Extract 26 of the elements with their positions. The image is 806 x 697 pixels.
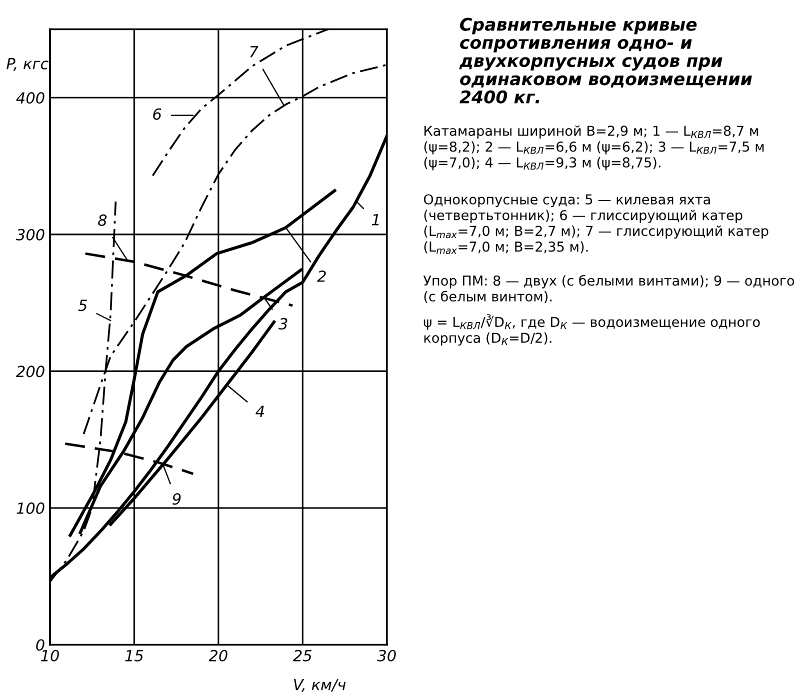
y-tick-label: 300 <box>16 228 44 240</box>
annotation: 2 <box>317 270 326 282</box>
annotation: 6 <box>153 108 162 120</box>
x-tick-label: 10 <box>41 650 59 662</box>
y-axis-title: P, кгс <box>6 58 48 71</box>
x-tick-label: 20 <box>208 650 228 662</box>
annotation: 3 <box>278 318 288 330</box>
text: Однокорпусные суда: 5 — килевая яхта (четвертьтонник); 6 — глиссирующий катер (L$_{max}$=7,0 м; B=2,7 м); 7 — глиссирующий катер (L$_{max}$=7,0 м; B=2,35 м). <box>424 194 768 254</box>
annotation: 8 <box>98 214 107 226</box>
y-tick-label: 100 <box>16 502 44 514</box>
x-axis-title: V, км/ч <box>294 679 346 692</box>
text: ψ = L$_{КВЛ}$/∛D$_{К}$, где D$_{К}$ — водоизмещение одного корпуса (D$_{К}$=D/2). <box>424 314 760 346</box>
annotation: 4 <box>256 406 264 417</box>
text: Упор ПМ: 8 — двух (с белыми винтами); 9 — одного (с белым винтом). <box>423 274 794 304</box>
text: Сравнительные кривые сопротивления одно- и двухкорпусных судов при одинаковом водоизмещении 2400 кг. <box>459 18 752 104</box>
x-tick-label: 25 <box>292 650 312 662</box>
y-tick-label: 400 <box>16 92 44 104</box>
annotation: 7 <box>250 46 258 58</box>
x-tick-label: 30 <box>377 650 396 662</box>
annotation: 1 <box>372 214 379 226</box>
y-tick-label: 200 <box>16 366 44 378</box>
y-tick-label: 0 <box>36 639 44 651</box>
annotation: 9 <box>172 493 181 505</box>
text: Катамараны шириной B=2,9 м; 1 — L$_{КВЛ}$=8,7 м (ψ=8,2); 2 — L$_{КВЛ}$=6,6 м (ψ=6,2); 3 — L$_{КВЛ}$=7,5 м (ψ=7,0); 4 — L$_{КВЛ}$=9,3 м (ψ=8,75). <box>424 125 764 170</box>
annotation: 5 <box>78 300 87 312</box>
x-tick-label: 15 <box>125 650 144 662</box>
